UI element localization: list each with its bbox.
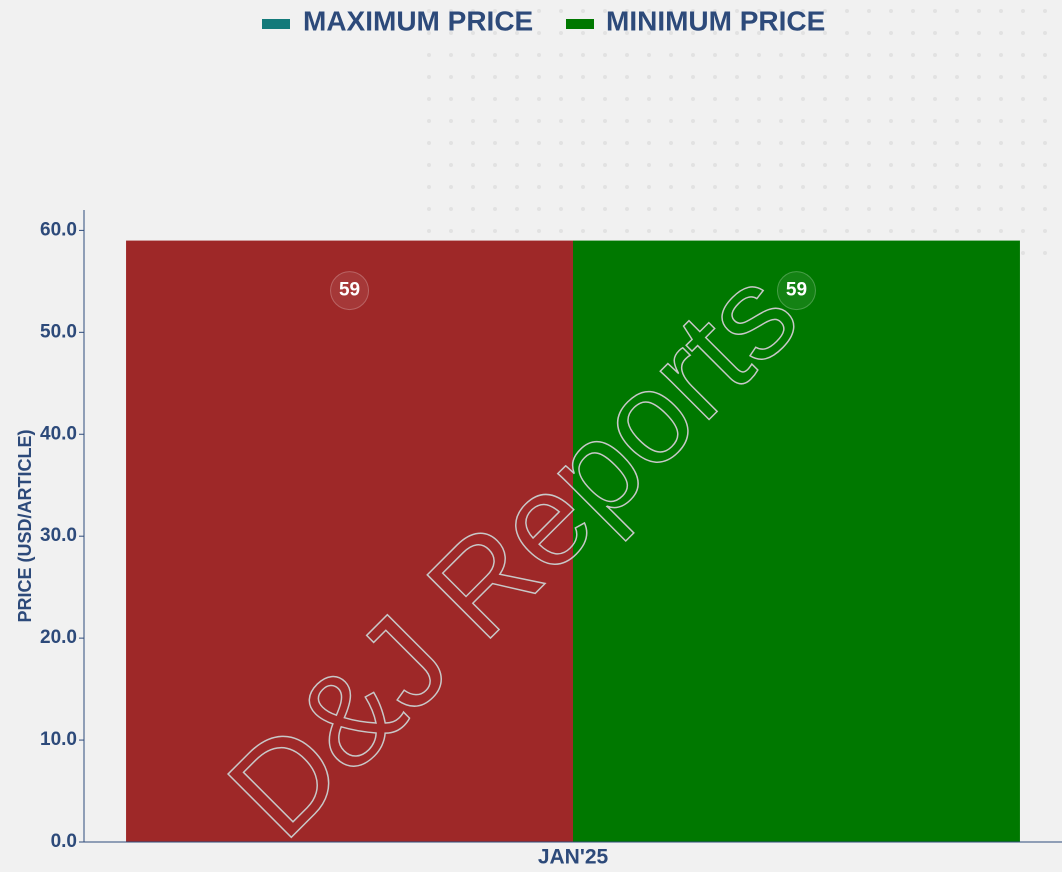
plot-area: 0.0 10.0 20.0 30.0 40.0 50.0 60.0 59 59 JAN'25 xyxy=(40,210,1062,869)
y-tick-label: 60.0 xyxy=(40,219,77,240)
y-tick-label: 0.0 xyxy=(51,831,77,852)
y-tick-label: 50.0 xyxy=(40,321,77,342)
y-tick-label: 30.0 xyxy=(40,525,77,546)
bar xyxy=(573,240,1020,843)
value-label-badge xyxy=(776,271,816,311)
y-tick-label: 20.0 xyxy=(40,627,77,648)
background-dots xyxy=(420,0,1062,260)
y-axis-label: PRICE (USD/ARTICLE) xyxy=(15,429,35,622)
x-tick-label: JAN'25 xyxy=(538,846,609,869)
y-tick-label: 40.0 xyxy=(40,423,77,444)
legend-swatch xyxy=(566,19,594,29)
legend-label: MAXIMUM PRICE xyxy=(303,5,533,36)
bar xyxy=(126,240,573,843)
y-tick-label: 10.0 xyxy=(40,729,77,750)
value-label: 59 xyxy=(339,280,360,301)
legend-label: MINIMUM PRICE xyxy=(606,5,825,36)
value-label-badge xyxy=(330,271,370,311)
value-label: 59 xyxy=(786,280,807,301)
legend-swatch xyxy=(262,19,290,29)
